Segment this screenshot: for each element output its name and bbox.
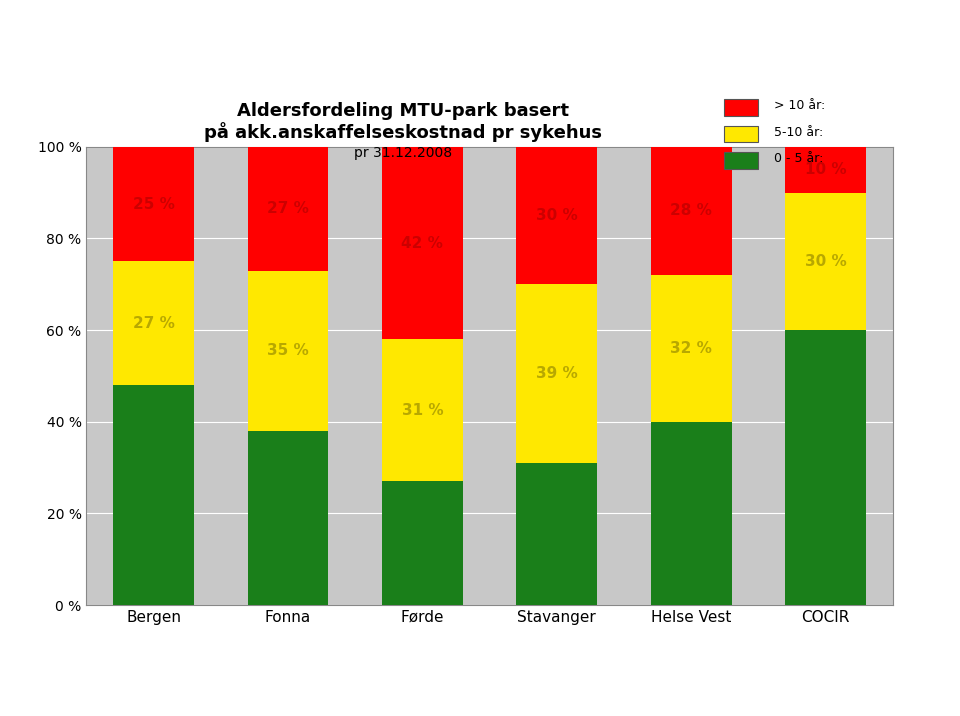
Text: 27 %: 27 % [401,536,444,551]
Bar [785,330,866,605]
Text: 31 %: 31 % [401,403,444,417]
Text: 31 %: 31 % [536,526,578,541]
Text: 30 %: 30 % [536,208,578,223]
Text: 27 %: 27 % [267,201,309,216]
Bar [785,193,866,330]
Text: 60 %: 60 % [804,460,847,475]
Text: 42 %: 42 % [401,236,444,251]
Text: 48 %: 48 % [132,488,175,503]
Bar [113,261,194,385]
Text: 35 %: 35 % [267,343,309,358]
Text: 38 %: 38 % [267,511,309,526]
Text: 27 %: 27 % [132,316,175,331]
Bar [724,152,758,168]
Bar [516,463,597,605]
Text: 5-10 år:: 5-10 år: [774,126,823,139]
Text: på akk.anskaffelseskostnad pr sykehus: på akk.anskaffelseskostnad pr sykehus [204,122,602,142]
Text: 32 %: 32 % [670,341,712,356]
Bar [724,126,758,142]
Bar [113,147,194,261]
Text: 28 %: 28 % [670,203,712,218]
Bar [113,385,194,605]
Bar [382,481,463,605]
Bar [382,147,463,339]
Bar [248,431,328,605]
Bar [248,271,328,431]
Bar [651,147,732,275]
Bar [248,147,328,271]
Bar [382,339,463,481]
Text: 30 %: 30 % [804,254,847,268]
Text: Aldersfordeling: Aldersfordeling [307,19,573,49]
Text: pr 31.12.2008: pr 31.12.2008 [354,145,452,160]
Text: 0 - 5 år:: 0 - 5 år: [774,153,823,165]
Text: Aldersfordeling MTU-park basert: Aldersfordeling MTU-park basert [237,102,569,120]
Text: Bergen
7.sept 2009: Bergen 7.sept 2009 [858,19,941,49]
Bar [651,275,732,422]
Bar [516,284,597,463]
Text: Medisinsk Teknisk Forening Symposium 2009: Medisinsk Teknisk Forening Symposium 200… [232,672,728,692]
Text: 39 %: 39 % [536,366,578,381]
Text: 40 %: 40 % [670,506,712,521]
Text: 25 %: 25 % [132,197,175,211]
Text: (basert på COCIR): (basert på COCIR) [562,22,756,45]
Text: > 10 år:: > 10 år: [774,100,825,112]
Bar [724,100,758,116]
Bar [0,0,293,75]
Bar [651,422,732,605]
Bar [516,147,597,284]
Text: 10 %: 10 % [804,163,847,177]
Bar [785,147,866,193]
